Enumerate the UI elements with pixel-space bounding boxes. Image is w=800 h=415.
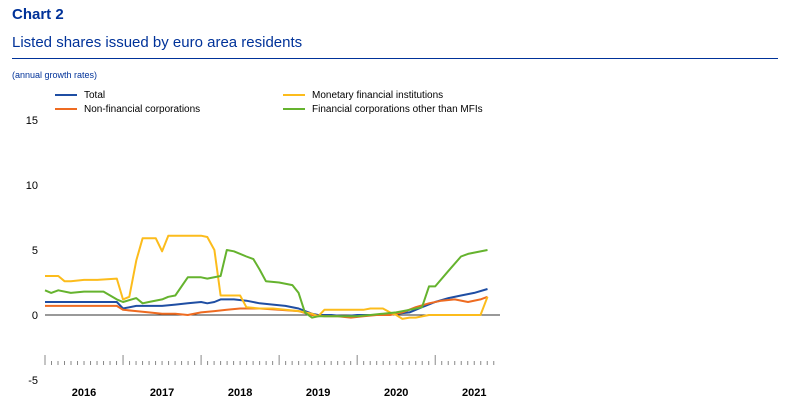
legend-label: Non-financial corporations bbox=[84, 104, 200, 115]
legend-label: Total bbox=[84, 90, 105, 101]
y-tick-label: -5 bbox=[28, 375, 38, 387]
x-tick-label: 2018 bbox=[228, 387, 252, 399]
x-tick-label: 2020 bbox=[384, 387, 408, 399]
x-tick-label: 2016 bbox=[72, 387, 96, 399]
title-divider bbox=[12, 58, 778, 59]
series-line-3 bbox=[45, 234, 489, 320]
chart-title: Listed shares issued by euro area reside… bbox=[12, 34, 303, 51]
x-tick-label: 2021 bbox=[462, 387, 486, 399]
x-tick-label: 2017 bbox=[150, 387, 174, 399]
y-tick-label: 5 bbox=[32, 245, 38, 257]
series-line-1 bbox=[45, 288, 488, 318]
legend-label: Financial corporations other than MFIs bbox=[312, 104, 483, 115]
x-tick-label: 2019 bbox=[306, 387, 330, 399]
y-tick-label: 10 bbox=[26, 180, 38, 192]
unit-note: (annual growth rates) bbox=[12, 70, 98, 80]
series-line-4 bbox=[44, 249, 488, 319]
chart-number: Chart 2 bbox=[12, 6, 64, 23]
y-tick-label: 0 bbox=[32, 310, 38, 322]
y-tick-label: 15 bbox=[26, 115, 38, 127]
legend-label: Monetary financial institutions bbox=[312, 90, 443, 101]
